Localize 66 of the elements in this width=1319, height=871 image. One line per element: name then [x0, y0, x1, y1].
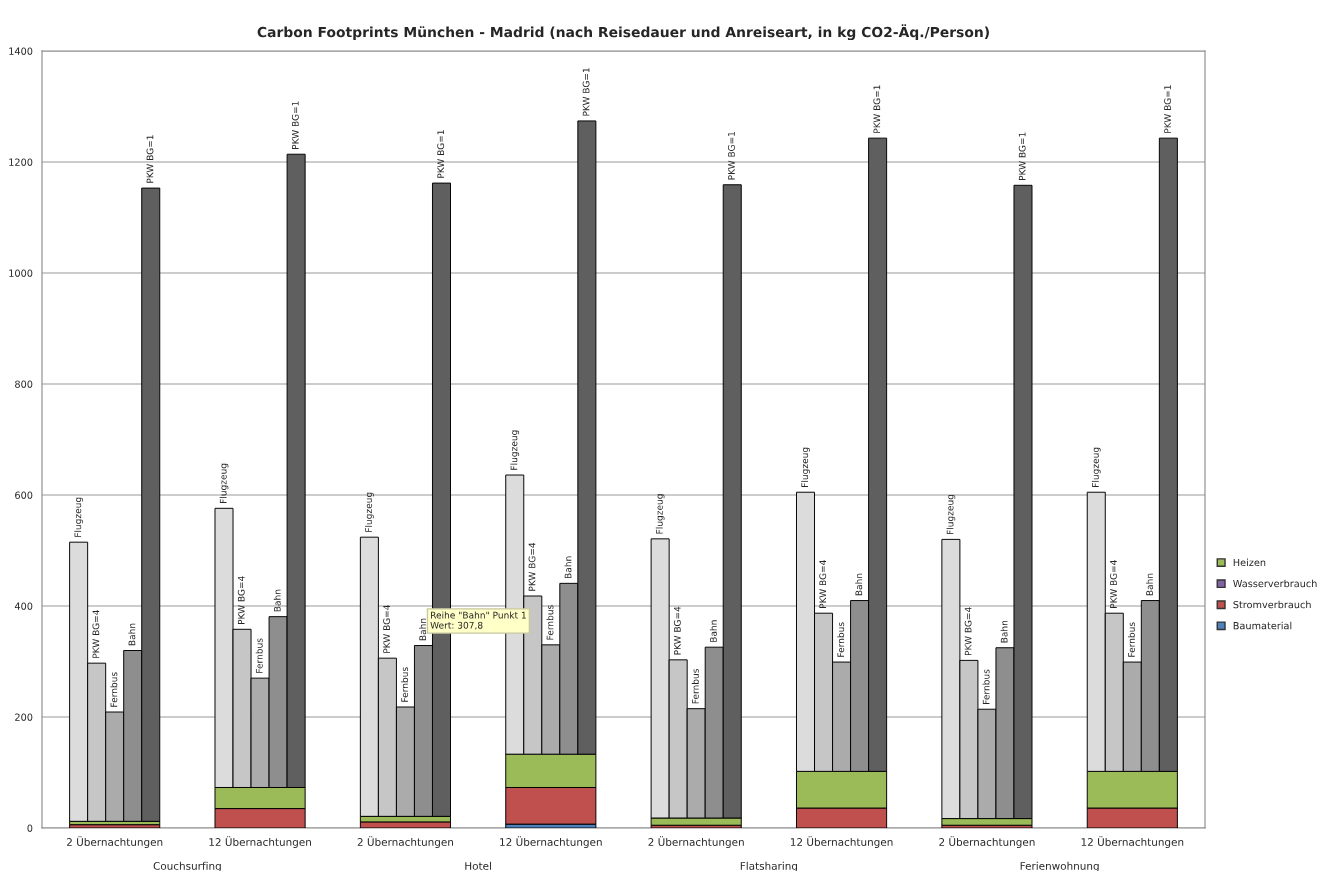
text: PKW BG=4	[383, 605, 391, 653]
x-tick-label: 12 Übernachtungen	[500, 836, 602, 848]
text: Flugzeug	[801, 447, 810, 487]
text: PKW BG=1	[146, 135, 154, 183]
text: PKW BG=4	[819, 560, 827, 608]
text: PKW BG=4	[673, 606, 681, 655]
text: PKW BG=1	[1018, 132, 1026, 180]
text: PKW BG=4	[964, 607, 972, 656]
legend-label: Heizen	[1233, 558, 1266, 567]
text: PKW BG=4	[1110, 560, 1117, 608]
text: Fernbus	[255, 638, 263, 673]
text: PKW BG=4	[528, 542, 536, 591]
text: Bahn	[1145, 573, 1153, 596]
text: Fernbus	[837, 622, 845, 657]
text: Flugzeug	[946, 494, 956, 535]
text: Flugzeug	[655, 494, 665, 534]
text: Flugzeug	[74, 497, 83, 537]
legend-label: Stromverbrauch	[1233, 600, 1311, 609]
text: Flugzeug	[365, 492, 374, 532]
text: Fernbus	[401, 667, 409, 702]
x-tick-label: 12 Übernachtungen	[209, 836, 311, 848]
text: Flugzeug	[510, 430, 520, 470]
text: PKW BG=1	[437, 130, 445, 178]
annotation: Reihe "Bahn" Punkt 1 Wert: 307,8	[430, 611, 526, 630]
y-tick-label: 600	[15, 491, 33, 499]
text: Fernbus	[546, 605, 554, 640]
y-tick-label: 1200	[9, 158, 33, 166]
text: PKW BG=1	[1164, 85, 1171, 133]
y-tick-label: 1400	[9, 47, 33, 55]
text: Fernbus	[691, 668, 699, 704]
y-tick-label: 0	[27, 824, 33, 832]
text: Bahn	[128, 623, 136, 646]
text: Flugzeug	[1091, 447, 1101, 487]
text: Hotel	[465, 861, 491, 870]
x-tick-label: 2 Übernachtungen	[648, 836, 744, 848]
x-tick-label: 12 Übernachtungen	[790, 836, 893, 848]
text: Couchsurfing	[153, 861, 221, 871]
y-tick-label: 200	[15, 713, 33, 721]
text: PKW BG=1	[728, 131, 735, 180]
text: Ferienwohnung	[1020, 861, 1099, 871]
text: Bahn	[709, 620, 717, 642]
y-tick-label: 1000	[9, 269, 33, 277]
y-tick-label: 400	[14, 602, 33, 610]
text: Bahn	[273, 589, 281, 612]
x-tick-label: 2 Übernachtungen	[939, 836, 1035, 848]
text: PKW BG=1	[582, 68, 590, 116]
x-tick-label: 2 Übernachtungen	[67, 836, 163, 848]
text: Flugzeug	[219, 463, 229, 503]
text: Bahn	[564, 556, 572, 579]
y-tick-label: 800	[15, 380, 33, 388]
legend-label: Baumaterial	[1233, 621, 1292, 630]
text: PKW BG=4	[237, 576, 245, 624]
text: Fernbus	[982, 669, 990, 704]
x-tick-label: 12 Übernachtungen	[1081, 836, 1184, 848]
text: Bahn	[419, 618, 427, 641]
text: Bahn	[1000, 620, 1008, 643]
text: PKW BG=1	[873, 85, 881, 133]
text: Flatsharing	[740, 861, 798, 871]
text: Bahn	[855, 573, 863, 596]
text: PKW BG=4	[92, 610, 100, 658]
text: Fernbus	[1127, 622, 1135, 657]
x-tick-label: 2 Übernachtungen	[357, 836, 454, 848]
text: Fernbus	[110, 672, 118, 707]
chart-title: Carbon Footprints München - Madrid (nach Reisedauer und Anreiseart, in kg CO2-Äq./Person)	[257, 24, 989, 41]
text: PKW BG=1	[291, 101, 299, 149]
legend-label: Wasserverbrauch	[1233, 579, 1317, 588]
